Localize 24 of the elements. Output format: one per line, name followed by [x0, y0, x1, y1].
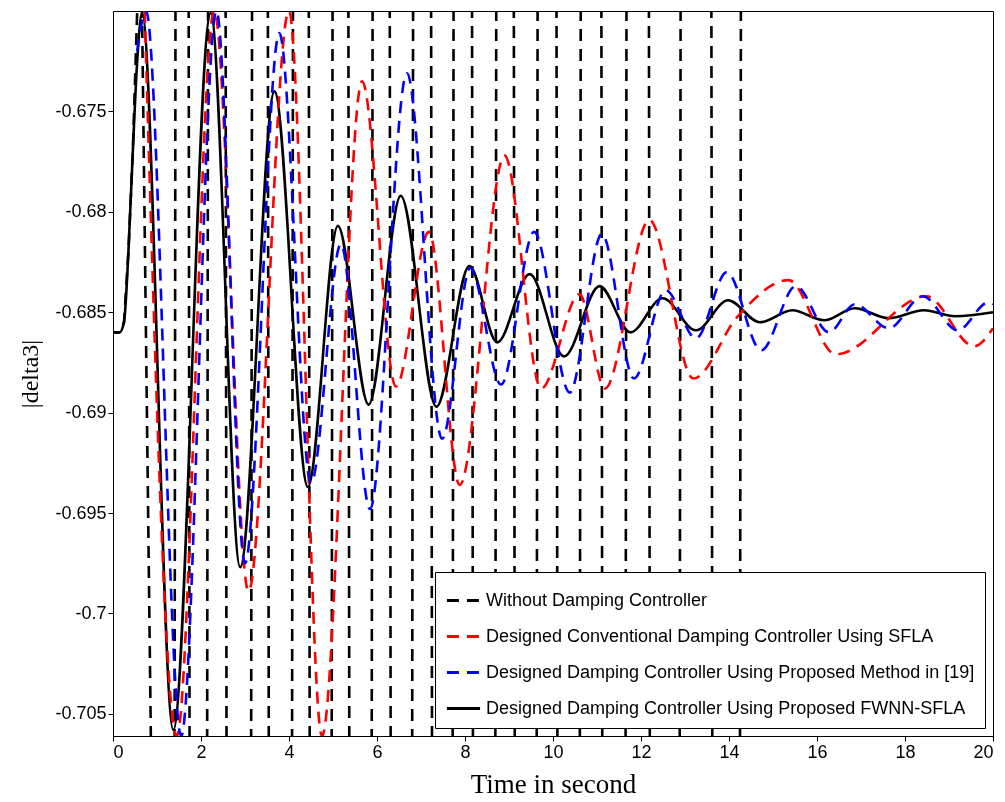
y-tick-label: -0.69	[65, 402, 107, 423]
y-tick-label: -0.7	[75, 602, 107, 623]
y-tick-label: -0.685	[55, 301, 107, 322]
legend-label: Designed Damping Controller Using Proposed FWNN-SFLA	[486, 697, 966, 718]
x-tick-label: 8	[460, 741, 471, 762]
x-axis-title: Time in second	[470, 768, 637, 799]
y-axis-title: |delta3|	[17, 339, 44, 409]
x-tick-label: 18	[895, 741, 916, 762]
legend-label: Without Damping Controller	[486, 589, 708, 610]
x-tick-label: 20	[973, 741, 994, 762]
x-tick-label: 10	[543, 741, 564, 762]
x-tick-label: 16	[807, 741, 828, 762]
x-tick-label: 0	[113, 741, 124, 762]
x-tick-label: 14	[719, 741, 740, 762]
x-tick-label: 2	[196, 741, 207, 762]
y-tick-label: -0.675	[55, 100, 107, 121]
y-tick-label: -0.695	[55, 502, 107, 523]
x-tick-label: 6	[372, 741, 383, 762]
x-tick-label: 4	[284, 741, 295, 762]
x-tick-label: 12	[631, 741, 652, 762]
y-tick-label: -0.705	[55, 703, 107, 724]
legend-label: Designed Conventional Damping Controller Using SFLA	[486, 625, 934, 646]
legend-label: Designed Damping Controller Using Proposed Method in [19]	[486, 661, 975, 682]
y-tick-label: -0.68	[65, 201, 107, 222]
